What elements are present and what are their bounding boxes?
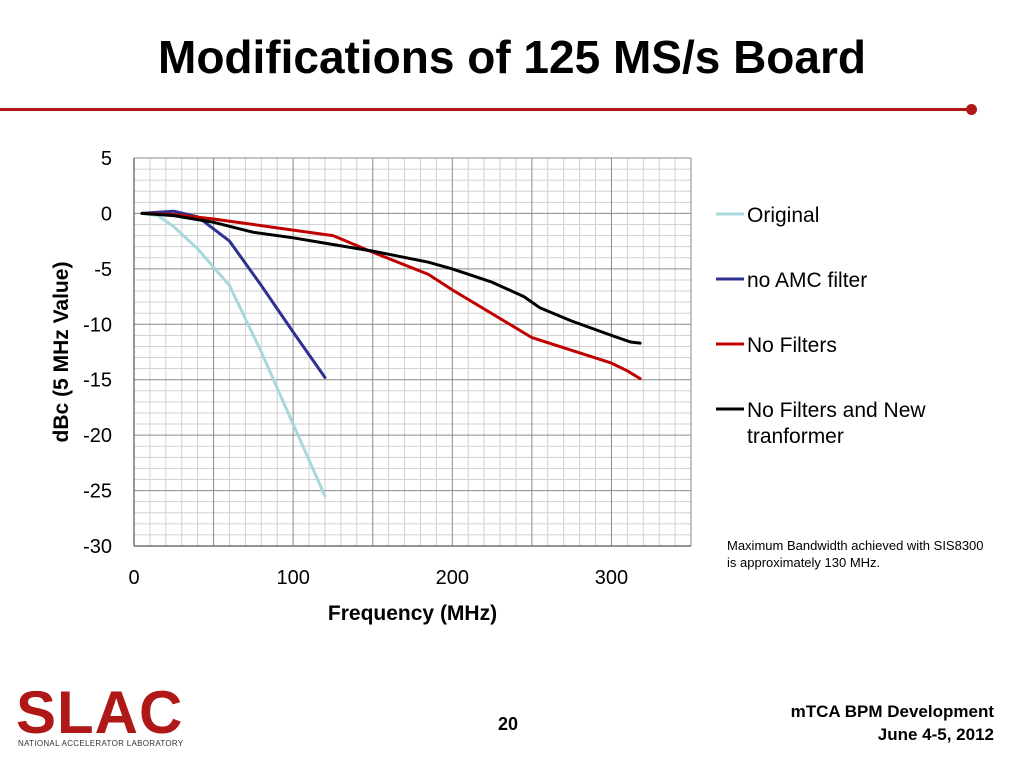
series-line-3 — [140, 211, 642, 381]
plot-area — [134, 158, 691, 546]
x-tick-label: 0 — [128, 567, 139, 589]
x-tick-label: 300 — [595, 567, 628, 589]
y-tick-label: -5 — [94, 259, 112, 281]
title-rule — [0, 108, 968, 111]
bandwidth-note: Maximum Bandwidth achieved with SIS8300 … — [727, 538, 984, 570]
logo-wordmark: SLAC — [16, 679, 184, 746]
y-tick-label: -10 — [83, 314, 112, 336]
legend-label-4: No Filters and New tranformer — [747, 399, 926, 448]
series-line-4 — [140, 211, 642, 345]
footer: mTCA BPM Development June 4-5, 2012 — [791, 700, 994, 746]
y-tick-label: -20 — [83, 425, 112, 447]
y-tick-label: 0 — [101, 203, 112, 225]
y-tick-label: -15 — [83, 370, 112, 392]
footer-line-1: mTCA BPM Development — [790, 702, 994, 721]
legend-label-2: no AMC filter — [747, 269, 867, 292]
series-line-2 — [140, 209, 327, 379]
y-tick-label: -30 — [83, 536, 112, 558]
logo-subtext: NATIONAL ACCELERATOR LABORATORY — [18, 739, 184, 748]
legend-label-1: Original — [747, 204, 819, 227]
slac-logo: SLAC NATIONAL ACCELERATOR LABORATORY — [16, 679, 196, 754]
x-axis-title: Frequency (MHz) — [328, 602, 497, 625]
x-tick-label: 200 — [436, 567, 469, 589]
y-axis-title: dBc (5 MHz Value) — [50, 262, 73, 443]
footer-line-2: June 4-5, 2012 — [877, 725, 994, 744]
y-tick-label: -25 — [83, 481, 112, 503]
slide-title: Modifications of 125 MS/s Board — [158, 31, 866, 83]
series-line-1 — [140, 211, 327, 498]
legend-label-3: No Filters — [747, 334, 837, 357]
title-rule-dot — [966, 104, 977, 115]
page-number: 20 — [497, 714, 519, 734]
y-tick-label: 5 — [101, 148, 112, 170]
x-tick-label: 100 — [276, 567, 309, 589]
